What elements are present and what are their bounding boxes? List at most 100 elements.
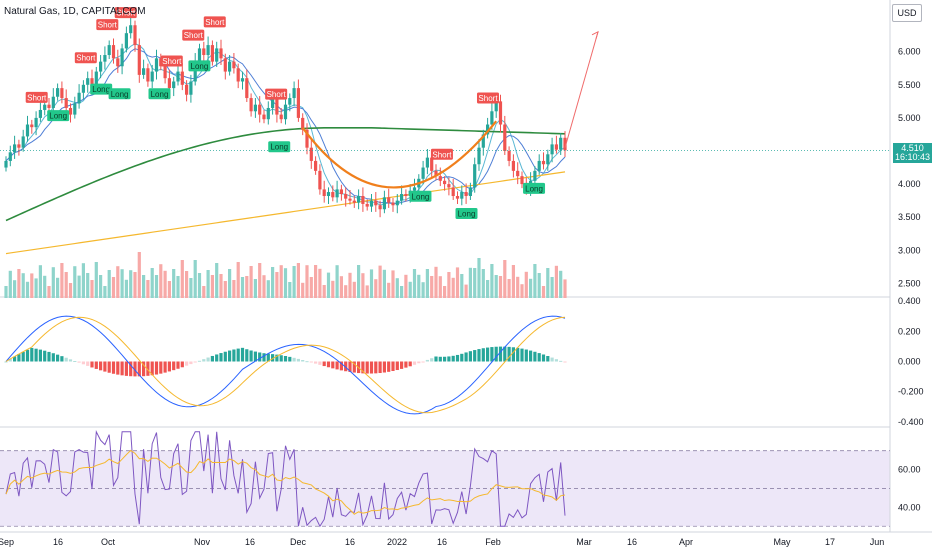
macd-histogram-bar [318,361,322,365]
candle-body [51,96,55,108]
signal-label: Short [98,21,118,30]
volume-bar [159,264,163,298]
candle-body [116,58,120,67]
macd-histogram-bar [507,346,511,362]
cup-pattern-curve [301,120,498,189]
candle-body [503,124,507,151]
symbol-title[interactable]: Natural Gas, 1D, CAPITALCOM [4,6,146,17]
time-axis[interactable]: Sep 16 Oct Nov 16 Dec 16 2022 16 Feb Mar 16 Apr May 17… [0,537,884,547]
volume-bar [4,286,8,298]
candle-body [546,154,550,165]
macd-histogram-bar [150,361,154,376]
volume-bar [129,270,133,298]
signal-badge [160,55,183,67]
candle-body [73,103,77,115]
candle-body [494,101,498,112]
candle-body [404,194,408,197]
macd-histogram-bar [361,361,365,374]
macd-pane [4,315,567,415]
macd-histogram-bar [99,361,103,371]
macd-histogram-bar [550,357,554,362]
volume-bar [43,275,47,298]
candle-body [68,107,73,115]
candle-body [382,197,386,210]
macd-histogram-bar [111,361,116,374]
candle-body [38,109,42,118]
macd-histogram-bar [68,359,73,362]
candle-body [163,66,167,79]
macd-histogram-bar [395,361,399,371]
volume-bar [412,269,417,298]
macd-histogram-bar [503,346,507,362]
price-tick-label: 3.000 [898,245,921,255]
volume-bar [374,279,378,298]
volume-bar [193,260,197,298]
macd-histogram-bar [176,361,180,369]
candle-body [275,98,279,115]
volume-bar [249,266,253,298]
candle-body [481,134,485,148]
volume-bar [546,268,550,298]
volume-bar [142,275,146,298]
macd-histogram-bar [486,347,490,362]
drawings [0,30,890,189]
signal-badge [90,83,113,95]
volume-bar [473,268,477,298]
macd-histogram-bar [443,356,447,362]
candle-body [236,68,240,82]
candle-body [17,144,21,148]
volume-bar [232,280,236,298]
volume-bar [408,281,412,298]
macd-histogram-bar [352,361,356,373]
volume-bar [202,286,206,298]
volume-bar [464,284,468,298]
macd-histogram-bar [498,346,503,362]
candle-body [206,45,210,56]
signal-badge [188,60,211,72]
candle-body [253,104,257,112]
volume-bar [520,284,524,298]
volume-bar [73,266,77,298]
macd-histogram-bar [314,361,318,364]
currency-button[interactable]: USD [892,4,922,22]
macd-histogram-bar [107,361,111,373]
volume-bar [301,282,305,298]
candle-body [81,84,85,93]
ma-mid-line [5,48,566,205]
macd-histogram-bar [559,360,563,362]
candle-body [387,197,391,203]
volume-bar [154,275,159,298]
price-axis[interactable]: 6.5006.0005.5005.0004.5004.0003.5003.000… [898,14,924,513]
candle-body [21,136,25,148]
volume-bar [507,279,511,298]
volume-bar [314,265,318,298]
volume-bar [447,272,451,298]
macd-histogram-bar [288,356,292,362]
candle-body [421,167,425,179]
candle-body [4,160,8,168]
macd-histogram-bar [38,349,42,362]
macd-histogram-bar [189,361,193,365]
volume-bar [258,263,262,298]
signal-badge [203,16,226,28]
signal-badge [523,182,546,194]
volume-bar [288,282,292,298]
volume-bar [13,280,17,298]
macd-histogram-bar [197,360,202,362]
signal-badge [268,141,291,153]
candle-body [86,78,90,85]
candle-body [541,160,546,165]
macd-histogram-bar [387,361,391,372]
signal-badge [430,148,453,160]
volume-bar [533,264,537,298]
candle-body [473,164,477,188]
candle-body [56,88,60,97]
volume-bar [425,269,429,298]
candle-body [240,78,245,82]
macd-histogram-bar [554,359,558,362]
candle-body [197,48,202,62]
volume-bar [326,272,331,298]
volume-bar [176,276,180,298]
volume-bar [434,266,438,298]
